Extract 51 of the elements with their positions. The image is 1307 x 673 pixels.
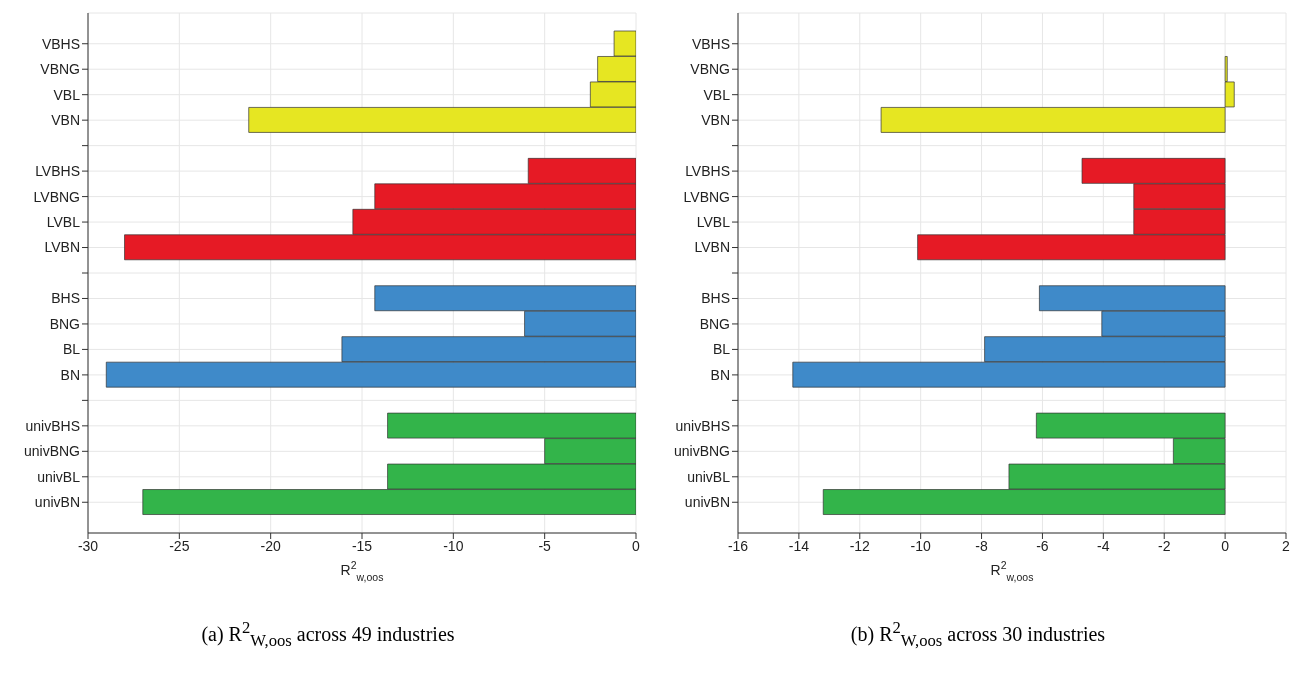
y-tick-label: BN	[60, 366, 80, 383]
y-tick-label: univBN	[684, 494, 730, 511]
x-tick-label: 0	[1221, 537, 1230, 554]
x-tick-label: -30	[77, 537, 99, 554]
y-tick-label: LVBL	[46, 214, 81, 231]
y-tick-label: LVBN	[694, 239, 730, 256]
x-tick-label: -5	[538, 537, 552, 554]
y-tick-label: LVBHS	[685, 163, 730, 180]
y-tick-label: LVBNG	[33, 188, 80, 205]
y-tick-label: univBNG	[673, 443, 730, 460]
y-tick-label: univBN	[34, 494, 80, 511]
y-tick-label: LVBNG	[683, 188, 730, 205]
y-tick-label: BHS	[51, 290, 80, 307]
x-tick-label: 0	[632, 537, 641, 554]
x-tick-label: -4	[1097, 537, 1110, 554]
y-tick-label: LVBN	[44, 239, 80, 256]
y-tick-label: BL	[62, 341, 81, 358]
x-tick-label: -8	[975, 537, 988, 554]
y-tick-label: VBN	[51, 112, 80, 129]
x-tick-label: -16	[727, 537, 749, 554]
y-tick-label: VBN	[701, 112, 730, 129]
x-tick-label: -25	[169, 537, 190, 554]
text: (b) R$^{2}$$_{W,oos}$ across 30 industries	[849, 618, 1107, 651]
x-tick-label: -15	[351, 537, 373, 554]
y-tick-label: VBNG	[690, 61, 730, 78]
y-tick-label: VBHS	[41, 35, 80, 52]
text: (a) R$^{2}$$_{W,oos}$ across 49 industries	[200, 618, 456, 651]
x-tick-label: -12	[849, 537, 871, 554]
y-tick-label: VBL	[703, 86, 731, 103]
y-tick-label: VBNG	[40, 61, 80, 78]
x-tick-label: 2	[1282, 537, 1291, 554]
x-tick-label: -20	[260, 537, 281, 554]
y-tick-label: VBL	[53, 86, 81, 103]
y-tick-label: BNG	[699, 315, 730, 332]
y-tick-label: BN	[710, 366, 730, 383]
y-tick-label: univBHS	[25, 417, 80, 434]
y-tick-label: univBL	[37, 468, 81, 485]
x-tick-label: -6	[1036, 537, 1049, 554]
x-tick-label: -14	[788, 537, 810, 554]
y-tick-label: univBNG	[23, 443, 80, 460]
x-tick-label: -10	[443, 537, 464, 554]
y-tick-label: univBL	[687, 468, 731, 485]
y-tick-label: BL	[712, 341, 731, 358]
y-tick-label: BNG	[49, 315, 80, 332]
x-tick-label: -10	[910, 537, 931, 554]
y-tick-label: LVBL	[696, 214, 731, 231]
y-tick-label: univBHS	[675, 417, 730, 434]
y-tick-label: VBHS	[691, 35, 730, 52]
y-tick-label: LVBHS	[35, 163, 80, 180]
x-tick-label: -2	[1158, 537, 1171, 554]
y-tick-label: BHS	[701, 290, 730, 307]
